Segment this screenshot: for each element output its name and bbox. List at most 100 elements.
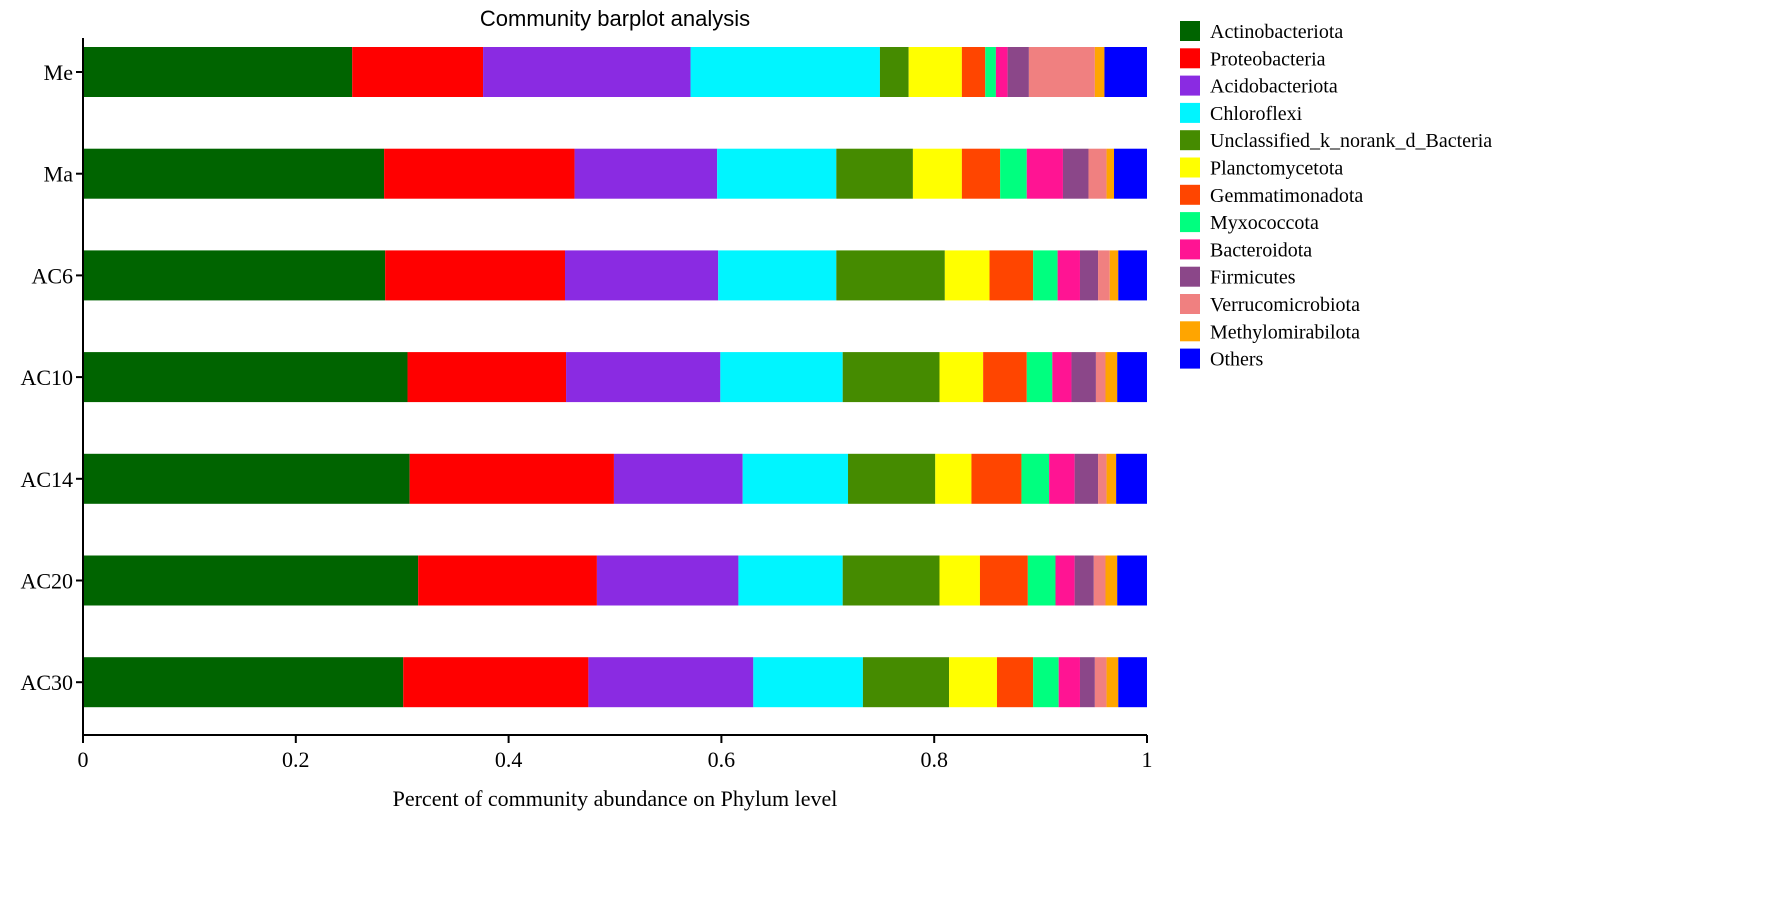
y-tick-label: AC10 — [20, 365, 73, 390]
bar-segment — [1093, 555, 1106, 606]
bar-segment — [949, 657, 997, 708]
y-axis: Me Ma AC6 AC10 AC14 AC20 AC30 — [20, 38, 84, 735]
bar-segment — [961, 47, 986, 97]
y-tick-label: AC20 — [20, 569, 73, 594]
legend-label: Planctomycetota — [1210, 158, 1343, 180]
bar-segment — [1114, 148, 1147, 199]
legend-label: Others — [1210, 349, 1264, 371]
legend-label: Myxococcota — [1210, 212, 1319, 234]
bar-segment — [935, 453, 972, 504]
legend-swatch — [1180, 321, 1200, 342]
legend: Actinobacteriota Proteobacteria Acidobacte… — [1180, 21, 1492, 371]
bars-group — [83, 47, 1147, 708]
bar-segment — [1079, 657, 1095, 708]
bar-segment — [836, 250, 945, 301]
bar-segment — [384, 148, 575, 199]
bar-segment — [1071, 352, 1096, 403]
x-tick-label: 0.6 — [708, 747, 736, 772]
bar-segment — [842, 555, 940, 606]
bar-segment — [996, 657, 1034, 708]
legend-swatch — [1180, 266, 1200, 287]
legend-swatch — [1180, 239, 1200, 260]
bar-segment — [1079, 250, 1099, 301]
bar-segment — [1000, 148, 1027, 199]
bar-segment — [1058, 657, 1080, 708]
legend-label: Chloroflexi — [1210, 103, 1303, 125]
bar-segment — [995, 47, 1008, 97]
bar-segment — [1033, 250, 1058, 301]
bar-segment — [1118, 250, 1147, 301]
y-tick-label: AC14 — [20, 467, 73, 492]
bar-segment — [983, 352, 1027, 403]
bar-segment — [1026, 148, 1063, 199]
bar-segment — [836, 148, 913, 199]
bar-segment — [842, 352, 940, 403]
bar-segment — [879, 47, 909, 97]
legend-label: Bacteroidota — [1210, 239, 1312, 261]
bar-segment — [1106, 657, 1119, 708]
bar-segment — [409, 453, 614, 504]
bar-segment — [83, 47, 353, 97]
bar-segment — [83, 148, 385, 199]
legend-swatch — [1180, 184, 1200, 205]
bar-segment — [690, 47, 880, 97]
bar-segment — [738, 555, 843, 606]
legend-swatch — [1180, 157, 1200, 178]
legend-label: Gemmatimonadota — [1210, 185, 1363, 207]
bar-segment — [912, 148, 962, 199]
bar-segment — [588, 657, 754, 708]
bar-segment — [985, 47, 996, 97]
x-tick-label: 0.8 — [920, 747, 948, 772]
bar-segment — [1117, 555, 1147, 606]
bar-segment — [742, 453, 849, 504]
bar-segment — [717, 148, 837, 199]
bar-segment — [1033, 657, 1059, 708]
bar-segment — [1028, 47, 1095, 97]
x-tick-label: 1 — [1142, 747, 1153, 772]
x-tick-label: 0.4 — [495, 747, 523, 772]
bar-segment — [1021, 453, 1050, 504]
bar-segment — [1118, 657, 1147, 708]
legend-label: Proteobacteria — [1210, 48, 1326, 70]
bar-segment — [1104, 47, 1147, 97]
bar-segment — [564, 250, 719, 301]
bar-segment — [848, 453, 936, 504]
bar-segment — [1105, 555, 1118, 606]
legend-label: Acidobacteriota — [1210, 76, 1338, 98]
x-axis: 0 0.2 0.4 0.6 0.8 1 — [78, 734, 1153, 772]
legend-swatch — [1180, 294, 1200, 314]
bar-segment — [83, 250, 386, 301]
bar-segment — [1074, 555, 1094, 606]
bar-segment — [1106, 148, 1115, 199]
legend-swatch — [1180, 130, 1200, 151]
bar-segment — [1109, 250, 1119, 301]
bar-segment — [1057, 250, 1080, 301]
bar-segment — [979, 555, 1028, 606]
bar-segment — [483, 47, 691, 97]
legend-swatch — [1180, 212, 1200, 233]
bar-segment — [385, 250, 565, 301]
bar-segment — [971, 453, 1022, 504]
bar-segment — [1007, 47, 1029, 97]
bar-segment — [908, 47, 962, 97]
legend-label: Actinobacteriota — [1210, 21, 1343, 43]
bar-segment — [1098, 250, 1110, 301]
bar-segment — [566, 352, 721, 403]
bar-segment — [418, 555, 597, 606]
bar-segment — [1094, 47, 1105, 97]
bar-segment — [1088, 148, 1107, 199]
bar-segment — [83, 657, 404, 708]
bar-segment — [944, 250, 990, 301]
bar-segment — [939, 352, 984, 403]
bar-segment — [1052, 352, 1072, 403]
legend-swatch — [1180, 75, 1200, 96]
chart-title: Community barplot analysis — [480, 6, 750, 31]
legend-swatch — [1180, 21, 1200, 41]
bar-segment — [939, 555, 980, 606]
bar-segment — [1027, 555, 1056, 606]
bar-segment — [403, 657, 589, 708]
bar-segment — [1094, 657, 1107, 708]
bar-segment — [1106, 453, 1117, 504]
x-tick-label: 0.2 — [282, 747, 310, 772]
bar-segment — [1105, 352, 1118, 403]
